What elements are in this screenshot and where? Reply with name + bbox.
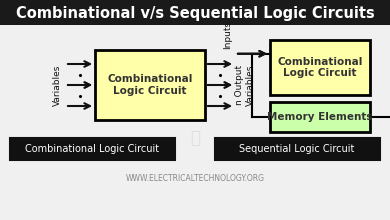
Text: Combinational Logic Circuit: Combinational Logic Circuit [25, 144, 159, 154]
Text: 💡: 💡 [190, 129, 200, 147]
FancyBboxPatch shape [270, 40, 370, 95]
FancyBboxPatch shape [0, 0, 390, 25]
FancyBboxPatch shape [270, 102, 370, 132]
FancyBboxPatch shape [95, 50, 205, 120]
Text: n Output
Variables: n Output Variables [235, 64, 255, 106]
FancyBboxPatch shape [215, 138, 380, 160]
Text: Sequential Logic Circuit: Sequential Logic Circuit [239, 144, 355, 154]
Text: Variables: Variables [53, 64, 62, 106]
Text: Combinational
Logic Circuit: Combinational Logic Circuit [107, 74, 193, 96]
Text: Memory Elements: Memory Elements [267, 112, 373, 122]
Text: Combinational
Logic Circuit: Combinational Logic Circuit [277, 57, 363, 78]
Text: Combinational v/s Sequential Logic Circuits: Combinational v/s Sequential Logic Circu… [16, 6, 374, 20]
Text: Inputs: Inputs [223, 21, 232, 49]
Text: WWW.ELECTRICALTECHNOLOGY.ORG: WWW.ELECTRICALTECHNOLOGY.ORG [126, 174, 264, 183]
FancyBboxPatch shape [10, 138, 175, 160]
